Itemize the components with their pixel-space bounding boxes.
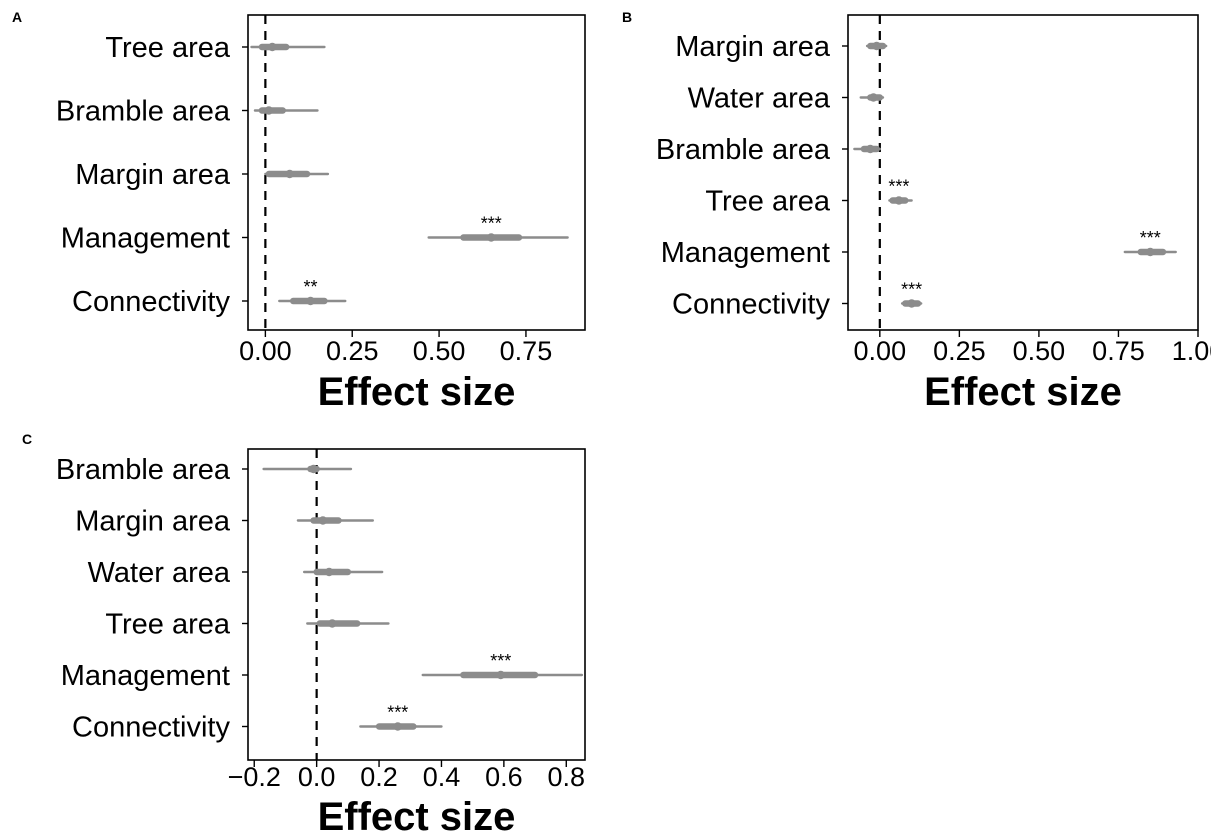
x-tick-label: 0.25 [933, 336, 986, 366]
x-tick-label: 0.50 [413, 336, 466, 366]
x-tick-label: 0.00 [854, 336, 907, 366]
x-axis-title: Effect size [318, 795, 516, 835]
point-estimate [318, 516, 328, 525]
panel-b: B 0.00 0.25 0.50 0.75 1.00 Effect size Margin a… [622, 9, 1211, 414]
category-label: Margin area [75, 506, 231, 538]
category-label: Connectivity [672, 289, 830, 321]
category-label: Bramble area [56, 454, 231, 486]
category-label: Connectivity [72, 712, 230, 744]
significance-label: *** [490, 651, 511, 671]
point-estimate [907, 299, 916, 308]
panel-letter: C [22, 431, 32, 447]
x-tick-label: −0.2 [228, 762, 281, 792]
x-tick-label: 0.4 [423, 762, 461, 792]
significance-label: ** [304, 277, 318, 297]
panel-letter: B [622, 9, 632, 25]
category-label: Margin area [675, 31, 831, 63]
x-tick-label: 0.50 [1013, 336, 1066, 366]
x-tick-label: 0.75 [1092, 336, 1145, 366]
category-label: Water area [88, 557, 231, 589]
point-estimate [866, 144, 875, 154]
category-label: Water area [688, 83, 831, 115]
point-estimate [309, 464, 318, 474]
point-estimate [894, 196, 904, 205]
point-estimate [285, 169, 294, 179]
category-label: Management [61, 660, 230, 692]
panel-c: C −0.2 0.0 0.2 0.4 0.6 0.8 Effect size Bramble a… [22, 431, 586, 835]
panel-a: A 0.00 0.25 0.50 0.75 Effect size Tree area Bra… [12, 9, 586, 414]
x-tick-label: 0.8 [548, 762, 586, 792]
category-label: Management [61, 223, 230, 255]
category-label: Bramble area [56, 96, 231, 128]
category-label: Tree area [705, 186, 831, 218]
plot-frame [247, 14, 586, 331]
category-label: Management [661, 237, 830, 269]
category-label: Tree area [105, 32, 231, 64]
x-tick-label: 0.0 [298, 762, 336, 792]
significance-label: *** [387, 703, 408, 723]
point-estimate [393, 722, 402, 731]
category-label: Connectivity [72, 286, 230, 318]
plot-frame [847, 14, 1199, 331]
point-estimate [486, 233, 496, 242]
panel-letter: A [12, 9, 22, 25]
point-estimate [869, 93, 878, 102]
x-tick-label: 1.00 [1172, 336, 1211, 366]
point-estimate [872, 41, 881, 51]
plot-frame [247, 448, 586, 761]
x-tick-label: 0.75 [500, 336, 553, 366]
x-axis-title: Effect size [924, 370, 1122, 414]
category-label: Tree area [105, 609, 231, 641]
point-estimate [268, 42, 277, 52]
point-estimate [328, 619, 337, 628]
point-estimate [496, 670, 505, 680]
x-tick-label: 0.25 [326, 336, 379, 366]
x-tick-label: 0.2 [360, 762, 398, 792]
significance-label: *** [1140, 228, 1161, 248]
significance-label: *** [901, 280, 922, 300]
significance-label: *** [481, 214, 502, 234]
x-axis-title: Effect size [318, 370, 516, 414]
point-estimate [264, 106, 274, 115]
point-estimate [324, 567, 334, 577]
significance-label: *** [888, 177, 909, 197]
x-tick-label: 0.6 [485, 762, 523, 792]
category-label: Bramble area [656, 134, 831, 166]
point-estimate [306, 296, 315, 306]
x-tick-label: 0.00 [239, 336, 292, 366]
category-label: Margin area [75, 159, 231, 191]
point-estimate [1146, 247, 1155, 257]
